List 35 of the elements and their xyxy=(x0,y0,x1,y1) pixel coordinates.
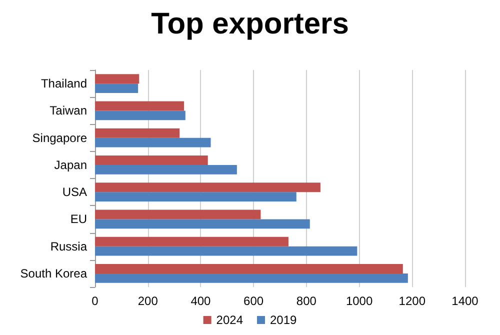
bar xyxy=(95,273,408,283)
y-tick-label: Singapore xyxy=(32,130,88,145)
y-tick-label: South Korea xyxy=(20,266,88,280)
x-tick-label: 0 xyxy=(92,294,99,308)
bar xyxy=(95,101,184,111)
x-tick-label: 600 xyxy=(244,294,264,308)
legend-label: 2019 xyxy=(270,313,298,327)
bar xyxy=(95,182,320,192)
bar xyxy=(95,128,180,138)
bar xyxy=(95,236,288,246)
y-tick-label: Japan xyxy=(54,158,87,172)
bar xyxy=(95,155,208,165)
x-tick-label: 1000 xyxy=(346,294,373,308)
y-tick-label: Taiwan xyxy=(50,104,87,118)
bar xyxy=(95,192,296,202)
bar xyxy=(95,164,237,174)
bar xyxy=(95,219,310,229)
bar xyxy=(95,74,140,84)
bar xyxy=(95,246,358,256)
x-tick-label: 1400 xyxy=(452,294,479,308)
x-tick-label: 1200 xyxy=(398,294,426,308)
bar xyxy=(95,210,261,220)
x-tick-label: 800 xyxy=(296,294,317,308)
bar xyxy=(95,84,138,94)
x-tick-label: 400 xyxy=(190,294,212,308)
y-tick-label: Russia xyxy=(50,239,88,254)
y-tick-label: EU xyxy=(70,212,87,226)
x-tick-label: 200 xyxy=(138,294,158,308)
bar xyxy=(95,138,211,148)
chart-title: Top exporters xyxy=(151,8,349,40)
legend-label: 2024 xyxy=(216,313,244,327)
y-tick-label: USA xyxy=(62,185,87,200)
bar xyxy=(95,110,186,120)
y-tick-label: Thailand xyxy=(40,76,87,91)
bar xyxy=(95,264,403,274)
